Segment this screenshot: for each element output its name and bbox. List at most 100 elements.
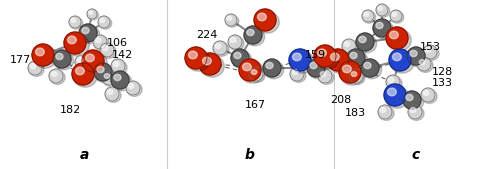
- Ellipse shape: [342, 65, 351, 73]
- Ellipse shape: [82, 27, 89, 34]
- Ellipse shape: [310, 62, 317, 69]
- Ellipse shape: [200, 55, 224, 77]
- Ellipse shape: [240, 61, 264, 83]
- Ellipse shape: [247, 29, 254, 36]
- Circle shape: [356, 33, 374, 51]
- Ellipse shape: [408, 49, 428, 67]
- Ellipse shape: [388, 88, 396, 96]
- Ellipse shape: [242, 63, 252, 71]
- Ellipse shape: [102, 46, 108, 51]
- Circle shape: [361, 59, 379, 77]
- Ellipse shape: [106, 88, 121, 102]
- Ellipse shape: [77, 58, 83, 63]
- Ellipse shape: [107, 90, 113, 94]
- Text: 177: 177: [10, 55, 31, 65]
- Ellipse shape: [71, 18, 76, 22]
- Ellipse shape: [385, 86, 409, 108]
- Ellipse shape: [128, 84, 134, 89]
- Ellipse shape: [376, 22, 383, 29]
- Ellipse shape: [214, 42, 229, 56]
- Ellipse shape: [350, 52, 357, 59]
- Ellipse shape: [98, 17, 112, 29]
- Ellipse shape: [76, 56, 91, 70]
- Ellipse shape: [350, 70, 365, 84]
- Circle shape: [87, 9, 97, 19]
- Circle shape: [314, 45, 336, 67]
- Ellipse shape: [344, 42, 350, 46]
- Ellipse shape: [102, 72, 118, 86]
- Ellipse shape: [227, 16, 232, 20]
- Ellipse shape: [390, 51, 414, 73]
- Ellipse shape: [318, 49, 326, 57]
- Circle shape: [386, 27, 408, 49]
- Ellipse shape: [362, 11, 376, 23]
- Circle shape: [339, 61, 361, 83]
- Ellipse shape: [378, 6, 382, 10]
- Ellipse shape: [251, 70, 257, 75]
- Circle shape: [93, 35, 107, 49]
- Ellipse shape: [266, 62, 273, 69]
- Circle shape: [373, 19, 391, 37]
- Ellipse shape: [318, 70, 334, 84]
- Circle shape: [378, 105, 392, 119]
- Circle shape: [75, 55, 89, 69]
- Ellipse shape: [418, 58, 433, 72]
- Ellipse shape: [376, 5, 390, 17]
- Text: a: a: [80, 148, 88, 162]
- Ellipse shape: [386, 76, 402, 90]
- Ellipse shape: [215, 44, 221, 49]
- Ellipse shape: [390, 31, 398, 39]
- Text: 142: 142: [112, 50, 133, 60]
- Circle shape: [408, 105, 422, 119]
- Ellipse shape: [330, 53, 340, 61]
- Text: 106: 106: [107, 38, 128, 48]
- Ellipse shape: [308, 61, 328, 79]
- Circle shape: [225, 14, 237, 26]
- Ellipse shape: [202, 57, 211, 65]
- Ellipse shape: [73, 65, 98, 87]
- Circle shape: [423, 45, 437, 59]
- Ellipse shape: [364, 62, 371, 69]
- Ellipse shape: [186, 49, 210, 71]
- Ellipse shape: [424, 46, 439, 60]
- Circle shape: [185, 47, 207, 69]
- Ellipse shape: [95, 65, 114, 83]
- Ellipse shape: [83, 52, 108, 74]
- Ellipse shape: [80, 26, 100, 44]
- Circle shape: [289, 49, 311, 71]
- Ellipse shape: [320, 72, 326, 77]
- Circle shape: [32, 44, 54, 66]
- Circle shape: [244, 26, 262, 44]
- Ellipse shape: [88, 10, 99, 20]
- Ellipse shape: [340, 63, 364, 85]
- Ellipse shape: [86, 54, 94, 62]
- Ellipse shape: [387, 29, 411, 51]
- Ellipse shape: [380, 108, 386, 113]
- Ellipse shape: [388, 78, 394, 82]
- Ellipse shape: [100, 18, 104, 22]
- Text: 224: 224: [196, 30, 218, 40]
- Circle shape: [228, 35, 242, 49]
- Ellipse shape: [322, 54, 338, 68]
- Ellipse shape: [230, 38, 236, 42]
- Ellipse shape: [95, 38, 101, 42]
- Ellipse shape: [36, 48, 44, 56]
- Ellipse shape: [425, 48, 431, 53]
- Circle shape: [347, 49, 365, 67]
- Circle shape: [53, 50, 71, 68]
- Ellipse shape: [126, 82, 142, 96]
- Ellipse shape: [97, 66, 104, 73]
- Ellipse shape: [228, 36, 244, 50]
- Ellipse shape: [54, 52, 74, 70]
- Text: 128: 128: [432, 67, 453, 77]
- Circle shape: [249, 67, 263, 81]
- Ellipse shape: [112, 60, 127, 74]
- Ellipse shape: [113, 62, 119, 66]
- Circle shape: [98, 16, 110, 28]
- Ellipse shape: [104, 74, 110, 78]
- Circle shape: [407, 47, 425, 65]
- Ellipse shape: [50, 70, 65, 84]
- Circle shape: [322, 53, 336, 67]
- Circle shape: [342, 39, 356, 53]
- Text: 183: 183: [345, 108, 366, 118]
